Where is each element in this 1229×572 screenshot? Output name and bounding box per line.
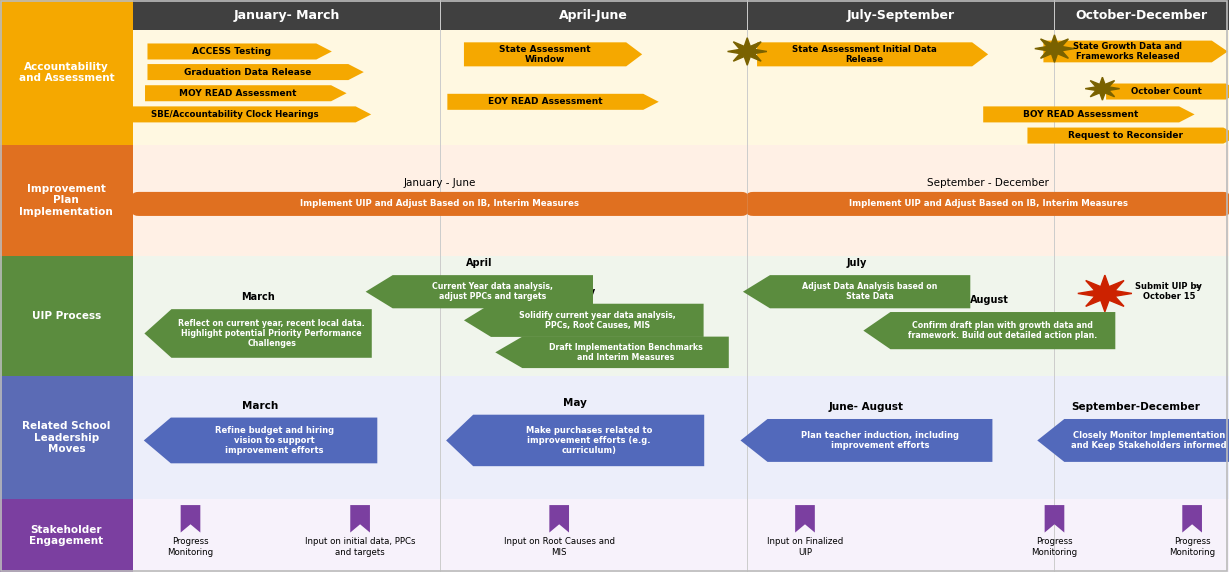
Polygon shape: [795, 505, 815, 533]
Text: SBE/Accountability Clock Hearings: SBE/Accountability Clock Hearings: [151, 110, 318, 119]
Text: October-December: October-December: [1075, 9, 1208, 22]
Text: Accountability
and Assessment: Accountability and Assessment: [18, 62, 114, 83]
Polygon shape: [447, 94, 659, 110]
FancyBboxPatch shape: [133, 192, 747, 216]
Polygon shape: [1035, 35, 1074, 62]
Text: Progress
Monitoring: Progress Monitoring: [167, 537, 214, 557]
FancyBboxPatch shape: [133, 0, 1229, 30]
Polygon shape: [1037, 419, 1229, 462]
Text: Current Year data analysis,
adjust PPCs and targets: Current Year data analysis, adjust PPCs …: [433, 282, 553, 301]
Text: August: August: [970, 295, 1009, 305]
Text: July: July: [847, 259, 866, 268]
Text: Input on Finalized
UIP: Input on Finalized UIP: [767, 537, 843, 557]
Polygon shape: [863, 312, 1115, 349]
Text: Request to Reconsider: Request to Reconsider: [1068, 131, 1182, 140]
FancyBboxPatch shape: [0, 256, 133, 376]
Text: Make purchases related to
improvement efforts (e.g.
curriculum): Make purchases related to improvement ef…: [526, 426, 651, 455]
Text: th: th: [1195, 284, 1201, 288]
Text: Implement UIP and Adjust Based on IB, Interim Measures: Implement UIP and Adjust Based on IB, In…: [848, 200, 1128, 208]
Text: May: May: [573, 287, 595, 297]
Polygon shape: [1182, 505, 1202, 533]
Polygon shape: [757, 42, 988, 66]
FancyBboxPatch shape: [133, 145, 1229, 256]
Polygon shape: [983, 106, 1195, 122]
Polygon shape: [465, 42, 642, 66]
Polygon shape: [742, 275, 970, 308]
Polygon shape: [1085, 77, 1120, 100]
Polygon shape: [144, 418, 377, 463]
Text: Progress
Monitoring: Progress Monitoring: [1169, 537, 1215, 557]
Polygon shape: [145, 309, 371, 358]
Text: June- August: June- August: [828, 402, 905, 412]
Text: State Growth Data and
Frameworks Released: State Growth Data and Frameworks Release…: [1073, 42, 1182, 61]
Polygon shape: [1078, 275, 1132, 312]
Text: Closely Monitor Implementation
and Keep Stakeholders informed: Closely Monitor Implementation and Keep …: [1072, 431, 1227, 450]
Text: Adjust Data Analysis based on
State Data: Adjust Data Analysis based on State Data: [803, 282, 938, 301]
FancyBboxPatch shape: [133, 0, 1229, 145]
FancyBboxPatch shape: [0, 499, 133, 572]
Text: Related School
Leadership
Moves: Related School Leadership Moves: [22, 421, 111, 454]
Polygon shape: [1027, 128, 1229, 144]
Text: State Assessment
Window: State Assessment Window: [499, 45, 591, 64]
Text: September - December: September - December: [927, 178, 1050, 188]
Text: March: March: [241, 292, 275, 302]
Polygon shape: [350, 505, 370, 533]
Text: January - June: January - June: [404, 178, 476, 188]
Text: Input on initial data, PPCs
and targets: Input on initial data, PPCs and targets: [305, 537, 415, 557]
Text: Graduation Data Release: Graduation Data Release: [184, 67, 312, 77]
FancyBboxPatch shape: [133, 376, 1229, 499]
Text: September-December: September-December: [1072, 402, 1200, 412]
Polygon shape: [1045, 505, 1064, 533]
Polygon shape: [495, 336, 729, 368]
Text: July-September: July-September: [847, 9, 955, 22]
Text: January- March: January- March: [234, 9, 339, 22]
Text: Input on Root Causes and
MIS: Input on Root Causes and MIS: [504, 537, 614, 557]
Text: April-June: April-June: [559, 9, 628, 22]
Polygon shape: [181, 505, 200, 533]
FancyBboxPatch shape: [747, 192, 1229, 216]
FancyBboxPatch shape: [133, 256, 1229, 376]
FancyBboxPatch shape: [0, 145, 133, 256]
Text: October Count: October Count: [1131, 87, 1202, 96]
Text: Refine budget and hiring
vision to support
improvement efforts: Refine budget and hiring vision to suppo…: [215, 426, 333, 455]
Text: Submit UIP by
October 15: Submit UIP by October 15: [1136, 282, 1202, 301]
Text: Reflect on current year, recent local data.
Highlight potential Priority Perform: Reflect on current year, recent local da…: [178, 319, 365, 348]
Text: Plan teacher induction, including
improvement efforts: Plan teacher induction, including improv…: [801, 431, 959, 450]
FancyBboxPatch shape: [133, 499, 1229, 572]
Text: Implement UIP and Adjust Based on IB, Interim Measures: Implement UIP and Adjust Based on IB, In…: [300, 200, 580, 208]
Text: UIP Process: UIP Process: [32, 311, 101, 321]
Text: Solidify current year data analysis,
PPCs, Root Causes, MIS: Solidify current year data analysis, PPC…: [519, 311, 676, 330]
Text: ACCESS Testing: ACCESS Testing: [193, 47, 272, 56]
Polygon shape: [366, 275, 592, 308]
Text: Improvement
Plan
Implementation: Improvement Plan Implementation: [20, 184, 113, 217]
Text: Progress
Monitoring: Progress Monitoring: [1031, 537, 1078, 557]
Polygon shape: [1106, 84, 1229, 100]
Polygon shape: [549, 505, 569, 533]
Text: Stakeholder
Engagement: Stakeholder Engagement: [29, 525, 103, 546]
Polygon shape: [113, 106, 371, 122]
FancyBboxPatch shape: [0, 376, 133, 499]
Polygon shape: [463, 304, 703, 337]
Text: Draft Implementation Benchmarks
and Interim Measures: Draft Implementation Benchmarks and Inte…: [548, 343, 703, 362]
Polygon shape: [740, 419, 992, 462]
Polygon shape: [728, 38, 767, 65]
Text: March: March: [242, 401, 279, 411]
Text: MOY READ Assessment: MOY READ Assessment: [179, 89, 297, 98]
Text: June: June: [600, 320, 624, 329]
Text: State Assessment Initial Data
Release: State Assessment Initial Data Release: [793, 45, 936, 64]
Polygon shape: [147, 64, 364, 80]
Polygon shape: [147, 43, 332, 59]
Text: April: April: [466, 259, 493, 268]
Text: BOY READ Assessment: BOY READ Assessment: [1024, 110, 1139, 119]
Polygon shape: [1043, 41, 1228, 62]
Text: Confirm draft plan with growth data and
framework. Build out detailed action pla: Confirm draft plan with growth data and …: [908, 321, 1097, 340]
Polygon shape: [446, 415, 704, 466]
FancyBboxPatch shape: [0, 0, 133, 145]
Polygon shape: [145, 85, 347, 101]
Text: EOY READ Assessment: EOY READ Assessment: [488, 97, 602, 106]
Text: May: May: [563, 398, 587, 408]
